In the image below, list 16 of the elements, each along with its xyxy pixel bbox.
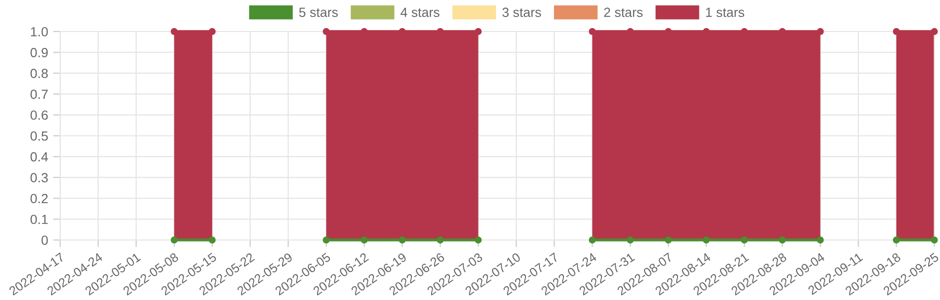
legend-label: 1 stars (706, 8, 744, 18)
y-tick-label: 0.5 (30, 131, 48, 141)
y-tick-label: 0.6 (30, 110, 48, 120)
y-tick-label: 1.0 (31, 27, 48, 36)
legend-label: 4 stars (400, 8, 440, 18)
legend-label: 2 stars (604, 8, 643, 18)
legend-label: 5 stars (299, 8, 338, 18)
y-tick-label: 0.7 (30, 90, 48, 99)
y-tick-label: 0.8 (30, 68, 48, 78)
y-tick-label: 0.2 (30, 194, 48, 204)
y-tick-label: 0.4 (30, 152, 48, 162)
legend-label: 3 stars (502, 8, 541, 18)
y-tick-label: 0.9 (30, 48, 48, 58)
y-tick-label: 0.1 (30, 214, 48, 224)
y-tick-label: 0.3 (30, 173, 48, 182)
y-tick-label: 0 (42, 236, 48, 245)
